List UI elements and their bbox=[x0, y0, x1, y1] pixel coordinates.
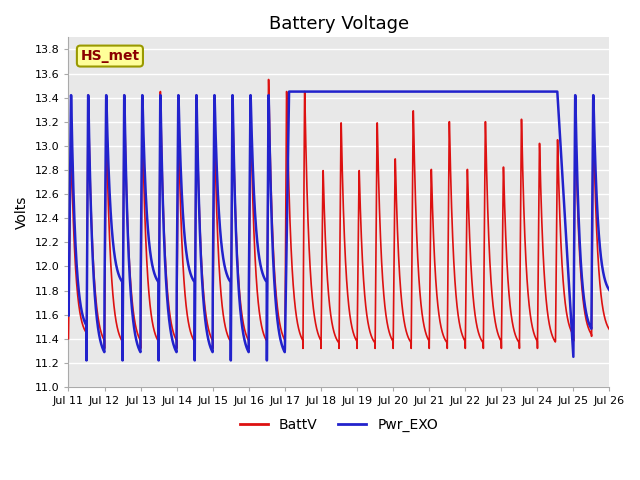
Legend: BattV, Pwr_EXO: BattV, Pwr_EXO bbox=[234, 412, 444, 438]
Text: HS_met: HS_met bbox=[81, 49, 140, 63]
Y-axis label: Volts: Volts bbox=[15, 195, 29, 229]
Title: Battery Voltage: Battery Voltage bbox=[269, 15, 409, 33]
